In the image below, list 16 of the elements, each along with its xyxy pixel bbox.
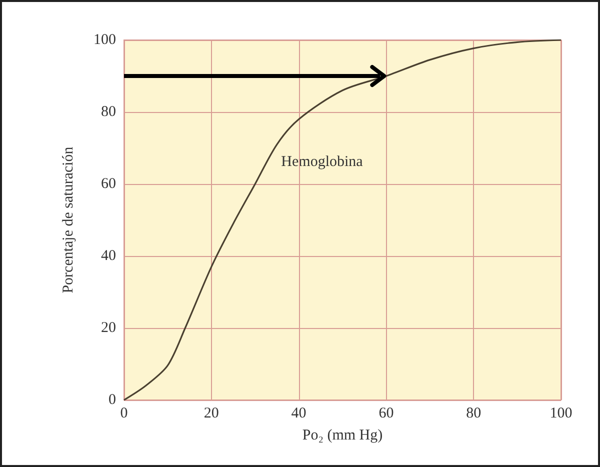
x-tick-label: 100 <box>550 406 572 422</box>
line-series <box>123 39 562 401</box>
y-tick-label: 40 <box>101 248 116 264</box>
x-tick-label: 20 <box>204 406 219 422</box>
y-tick-label: 0 <box>108 392 116 408</box>
y-tick-label: 60 <box>101 176 116 192</box>
x-axis-title: Po₂ (mm Hg) <box>302 428 383 444</box>
x-tick-label: 80 <box>466 406 482 422</box>
y-axis-title: Porcentaje de saturación <box>60 146 76 294</box>
annotation: Hemoglobina <box>281 154 364 170</box>
x-tick-label: 40 <box>291 406 306 422</box>
y-tick-label: 20 <box>101 320 116 336</box>
x-tick-label: 60 <box>378 406 394 422</box>
y-tick-label: 80 <box>101 104 116 120</box>
y-tick-label: 100 <box>94 32 116 48</box>
x-tick-label: 0 <box>120 406 128 422</box>
